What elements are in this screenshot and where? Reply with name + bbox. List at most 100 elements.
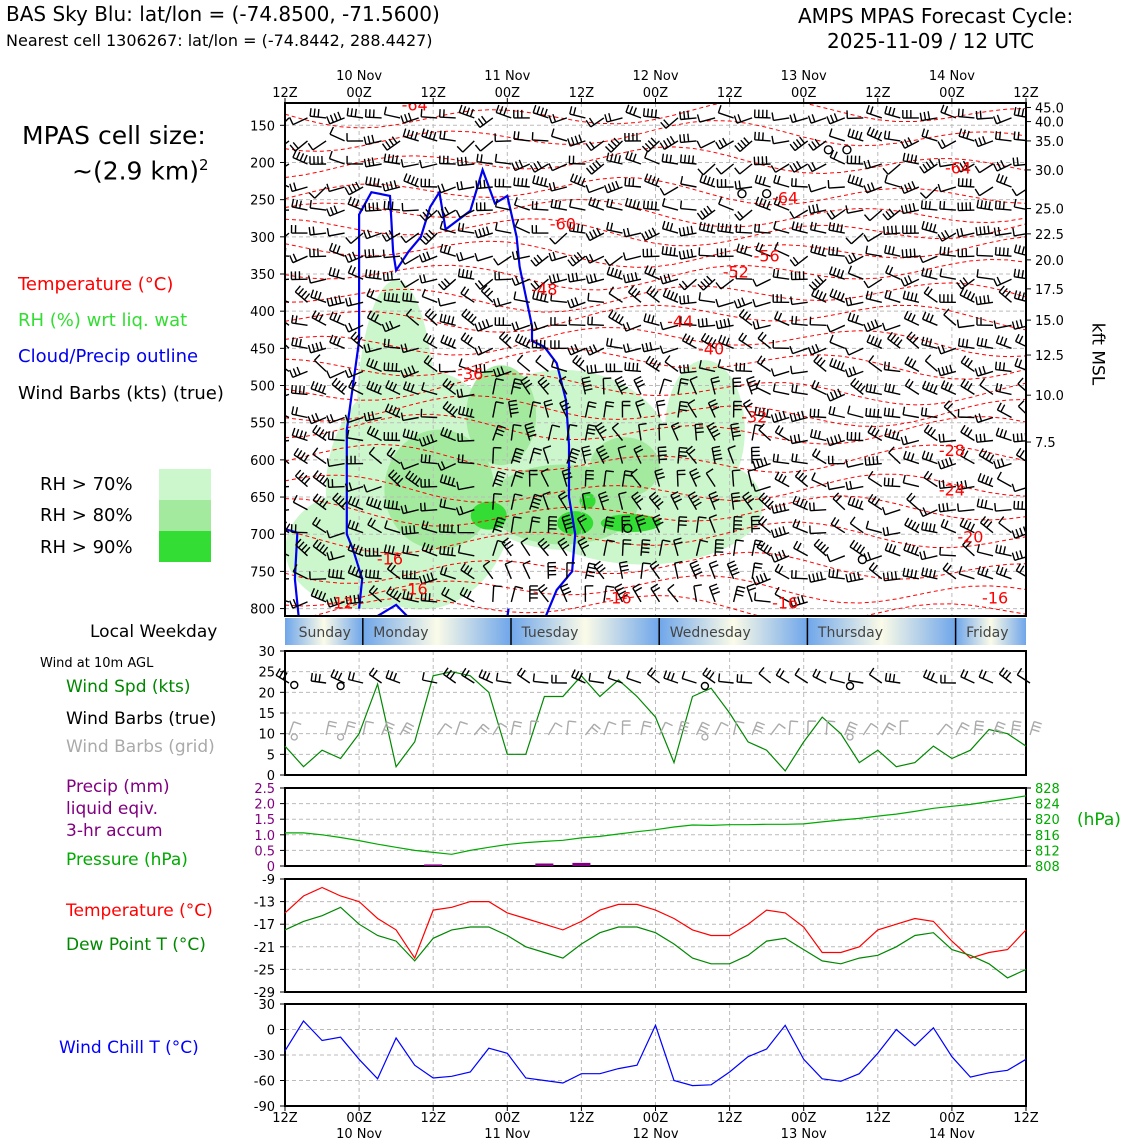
calm-marker (857, 554, 868, 565)
calm-marker (336, 681, 345, 691)
wind-barb (1012, 227, 1026, 237)
wind-barb (584, 424, 597, 441)
wind-barb (809, 221, 827, 234)
wind-barb (593, 560, 606, 580)
wind-barb (677, 446, 688, 464)
surface-wind-barb (736, 674, 753, 684)
wind-barb (847, 312, 864, 326)
wind-barb (956, 480, 975, 491)
wind-barb (770, 410, 790, 423)
temperature-contour (310, 594, 1026, 616)
wind-barb (346, 455, 364, 465)
wind-barb (492, 585, 502, 602)
wind-barb (1013, 500, 1026, 511)
wind-barb (974, 163, 994, 174)
wind-barb (328, 150, 345, 165)
temperature-label: -52 (723, 263, 749, 282)
weekday-band (807, 618, 956, 645)
wind-barb (439, 545, 456, 557)
wind-barb (584, 401, 597, 418)
wind-barb (568, 222, 586, 234)
wind-barb (368, 446, 383, 465)
wind-barb (756, 540, 773, 557)
surface-wind-barb (646, 667, 660, 684)
wind-barb (994, 361, 1012, 373)
wind-barb (790, 365, 808, 375)
legend-cloud: Cloud/Precip outline (18, 346, 199, 367)
wind-barb (772, 453, 790, 465)
wind-barb (789, 209, 809, 219)
precip-panel-tick-label: 0.5 (254, 844, 275, 859)
wind-barb (516, 354, 531, 372)
wind-barb (939, 294, 956, 303)
wind-barb (644, 150, 660, 165)
wind-barb (455, 251, 475, 262)
pressure-tick-label: 808 (1035, 860, 1060, 875)
wind-barb (771, 135, 790, 145)
wind-barb (938, 158, 957, 168)
wind-barb (685, 445, 698, 465)
wind-barb (344, 181, 364, 196)
wind-barb (790, 296, 808, 306)
wind-barb (457, 544, 475, 557)
wind-barb (689, 560, 703, 580)
wind-barb (437, 297, 456, 307)
temperature-contour (285, 575, 1026, 607)
weekday-band (362, 618, 512, 645)
wind-barb (344, 414, 364, 424)
height-tick-label: 40.0 (1035, 116, 1064, 131)
wind-barb (708, 514, 717, 533)
temperature-label: -16 (377, 550, 403, 569)
wind-barb (308, 226, 327, 236)
wind-barb (705, 468, 716, 487)
wind-barb (883, 361, 901, 373)
wind-barb (850, 377, 866, 395)
wind-barb (940, 380, 957, 396)
wind-barb (959, 518, 976, 534)
wind-barb (826, 388, 846, 402)
grid-wind-barb (751, 721, 765, 736)
wind-barb (661, 220, 679, 234)
forecast-cycle-date: 2025-11-09 / 12 UTC (827, 29, 1035, 53)
cell-size-label: MPAS cell size: (22, 121, 206, 150)
wind-barb (901, 248, 919, 259)
temperature-line (284, 886, 1027, 960)
wind-barb (974, 413, 994, 424)
wind-barb (344, 368, 364, 379)
pressure-tick-label: 828 (1035, 782, 1060, 797)
wind-barb (614, 375, 629, 395)
temperature-label: -16 (402, 579, 428, 598)
wind-barb (383, 106, 401, 119)
top-time-label: 00Z (346, 86, 372, 101)
wind-barb (994, 503, 1012, 512)
dewpoint-line (284, 906, 1027, 979)
station-title: BAS Sky Blu: lat/lon = (-74.8500, -71.56… (6, 2, 440, 26)
grid-wind-barb (640, 720, 652, 736)
wind-barb (532, 175, 549, 188)
wind-barb (581, 445, 592, 464)
wind-barb (365, 496, 382, 511)
temperature-contour (285, 373, 1026, 406)
grid-wind-barb (955, 721, 970, 736)
wind-barb (285, 578, 290, 580)
wind-barb (614, 583, 628, 603)
wind-barb (584, 585, 594, 602)
wind-barb (677, 378, 689, 395)
wind-barb (717, 359, 734, 373)
wind-barb (328, 242, 345, 257)
wind-barb (957, 108, 975, 119)
wind-barb (752, 278, 771, 287)
surface-wind-barb (626, 670, 642, 684)
temp-panel-tick-label: -21 (254, 941, 275, 956)
top-day-label: 10 Nov (336, 69, 382, 84)
wind-barb (661, 153, 679, 165)
wind-barb (309, 155, 327, 165)
wind-barb (606, 337, 623, 349)
wind-barb (975, 294, 994, 306)
wind-barb (847, 265, 864, 280)
wind-barb (813, 354, 827, 372)
wind-barb (732, 516, 743, 533)
wind-barb (633, 375, 645, 395)
wind-barb (285, 184, 290, 188)
